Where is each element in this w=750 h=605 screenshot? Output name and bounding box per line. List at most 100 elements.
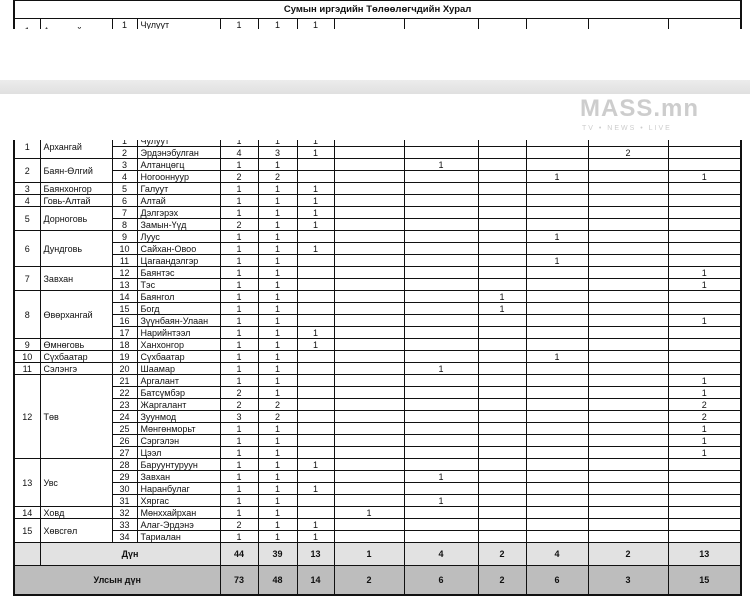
sum-number: 13 xyxy=(111,278,138,291)
value-cell xyxy=(587,218,669,231)
sum-number: 22 xyxy=(111,386,138,399)
table-row: 16 Зүүнбаян-Улаан 1 1 1 xyxy=(14,314,742,327)
aimag-name: Дорноговь xyxy=(39,206,113,231)
value-cell xyxy=(587,194,669,207)
national-total-value: 2 xyxy=(477,565,527,596)
sum-number: 26 xyxy=(111,434,138,447)
value-cell xyxy=(333,302,405,315)
value-cell xyxy=(403,518,479,531)
value-cell xyxy=(587,482,669,495)
value-cell xyxy=(477,434,527,447)
value-cell: 1 xyxy=(219,18,259,29)
value-cell xyxy=(403,338,479,351)
value-cell xyxy=(587,422,669,435)
value-cell: 3 xyxy=(257,146,298,159)
value-cell xyxy=(525,422,589,435)
value-cell: 1 xyxy=(477,290,527,303)
value-cell: 2 xyxy=(257,398,298,411)
value-cell xyxy=(667,458,742,471)
value-cell xyxy=(525,494,589,507)
value-cell: 2 xyxy=(219,170,259,183)
value-cell: 1 xyxy=(667,446,742,459)
value-cell xyxy=(403,290,479,303)
value-cell: 1 xyxy=(219,206,259,219)
value-cell xyxy=(667,326,742,339)
value-cell xyxy=(403,278,479,291)
table-row: 9 Өмнөговь 18 Ханхонгор 1 1 1 xyxy=(13,338,742,351)
value-cell xyxy=(477,470,527,483)
value-cell xyxy=(667,350,742,363)
table-row: 14 Ховд 32 Мөнххайрхан 1 1 1 xyxy=(13,506,742,519)
aimag-name: Төв xyxy=(39,374,113,459)
value-cell xyxy=(587,18,669,29)
value-cell: 1 xyxy=(257,326,298,339)
table-row: 4 Говь-Алтай 6 Алтай 1 1 1 xyxy=(13,194,742,207)
table-row: 24 Зуунмод 3 2 2 xyxy=(14,410,742,423)
value-cell xyxy=(525,338,589,351)
value-cell: 1 xyxy=(525,350,589,363)
total-value: 4 xyxy=(403,542,479,566)
aimag-name: Өмнөговь xyxy=(39,338,113,351)
value-cell: 1 xyxy=(257,374,298,387)
value-cell xyxy=(667,302,742,315)
total-value: 1 xyxy=(333,542,405,566)
value-cell: 3 xyxy=(219,410,259,423)
sum-number: 18 xyxy=(111,338,138,351)
value-cell xyxy=(296,278,335,291)
value-cell xyxy=(477,170,527,183)
sum-number: 30 xyxy=(111,482,138,495)
sum-number: 3 xyxy=(111,158,138,171)
value-cell: 1 xyxy=(219,494,259,507)
table-row: 2 Баян-Өлгий 3 Алтанцөгц 1 1 1 xyxy=(13,158,742,183)
value-cell xyxy=(667,482,742,495)
value-cell xyxy=(333,314,405,327)
watermark-text: MASS.mn xyxy=(580,95,700,122)
value-cell xyxy=(296,410,335,423)
value-cell xyxy=(403,386,479,399)
sum-name: Алтай xyxy=(136,194,221,207)
total-row: Дүн 44 39 13 1 4 2 4 2 13 xyxy=(13,542,742,566)
sum-name: Жаргалант xyxy=(136,398,221,411)
value-cell xyxy=(477,446,527,459)
value-cell xyxy=(296,290,335,303)
sum-name: Ногооннуур xyxy=(136,170,221,183)
aimag-name: Сүхбаатар xyxy=(39,350,113,363)
sum-name: Шаамар xyxy=(136,362,221,375)
table-row: 23 Жаргалант 2 2 2 xyxy=(14,398,742,411)
value-cell xyxy=(296,266,335,279)
value-cell: 1 xyxy=(403,470,479,483)
value-cell xyxy=(296,494,335,507)
value-cell: 2 xyxy=(219,518,259,531)
value-cell xyxy=(333,434,405,447)
sum-number: 12 xyxy=(111,266,138,279)
value-cell: 1 xyxy=(257,470,298,483)
sum-name: Алаг-Эрдэнэ xyxy=(136,518,221,531)
sum-name: Тэс xyxy=(136,278,221,291)
sum-number: 8 xyxy=(111,218,138,231)
value-cell xyxy=(403,254,479,267)
value-cell: 1 xyxy=(667,386,742,399)
value-cell xyxy=(477,218,527,231)
table-row: 15 Богд 1 1 1 xyxy=(14,302,742,315)
value-cell xyxy=(477,326,527,339)
value-cell xyxy=(477,230,527,243)
total-value: 4 xyxy=(525,542,589,566)
value-cell: 1 xyxy=(219,326,259,339)
value-cell xyxy=(525,302,589,315)
sum-name: Зуунмод xyxy=(136,410,221,423)
value-cell: 1 xyxy=(667,170,742,183)
aimag-name: Баян-Өлгий xyxy=(39,158,113,183)
sum-number: 32 xyxy=(111,506,138,519)
value-cell xyxy=(667,146,742,159)
value-cell xyxy=(403,230,479,243)
aimag-number: 5 xyxy=(13,206,41,231)
value-cell xyxy=(525,158,589,171)
sum-name: Мөнххайрхан xyxy=(136,506,221,519)
value-cell: 1 xyxy=(219,194,259,207)
value-cell xyxy=(667,158,742,171)
value-cell xyxy=(667,194,742,207)
value-cell: 1 xyxy=(333,506,405,519)
value-cell: 1 xyxy=(257,530,298,543)
aimag-number: 9 xyxy=(13,338,41,351)
